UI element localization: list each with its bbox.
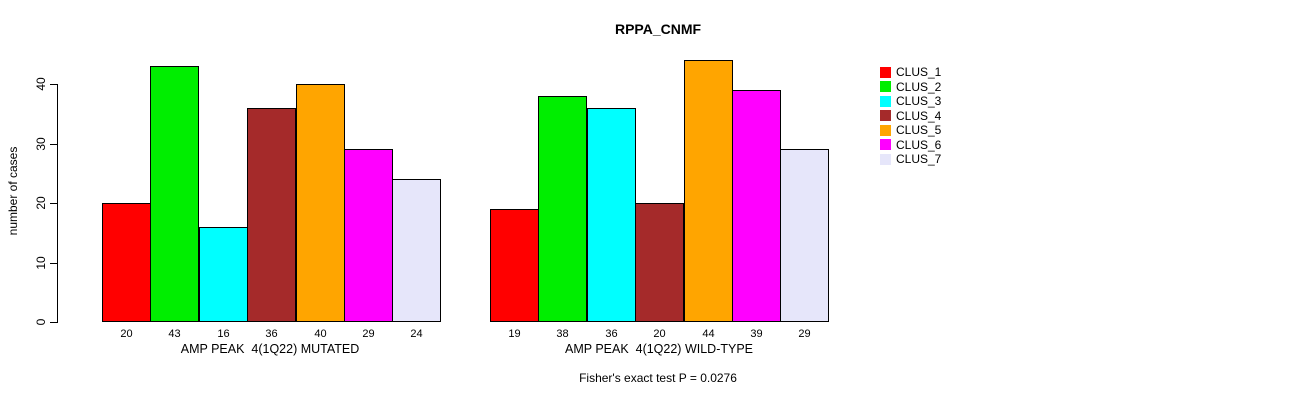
y-axis-tick xyxy=(50,203,57,204)
bar xyxy=(684,60,733,322)
legend-label: CLUS_1 xyxy=(896,65,942,79)
y-axis-title: number of cases xyxy=(6,146,20,236)
bar xyxy=(635,203,684,322)
clus_5-swatch xyxy=(880,124,891,136)
bar-value-label: 20 xyxy=(653,328,666,340)
bar xyxy=(344,149,393,322)
bar-value-label: 44 xyxy=(702,328,715,340)
clus_1-swatch xyxy=(880,66,891,78)
y-axis-tick xyxy=(50,263,57,264)
legend-item: CLUS_4 xyxy=(880,110,941,122)
bar xyxy=(490,209,539,322)
y-axis-tick-label: 0 xyxy=(34,318,48,326)
bar xyxy=(538,96,587,322)
legend-item: CLUS_3 xyxy=(880,95,941,107)
bar xyxy=(732,90,781,322)
bar-value-label: 43 xyxy=(168,328,181,340)
legend-label: CLUS_4 xyxy=(896,108,942,123)
clus_2-swatch xyxy=(880,81,891,92)
clus_7-swatch xyxy=(880,153,891,165)
bar xyxy=(199,227,248,322)
clus_3-swatch xyxy=(880,95,891,107)
bar-value-label: 24 xyxy=(410,328,423,340)
x-group-label-mutated: AMP PEAK 4(1Q22) MUTATED xyxy=(180,342,360,356)
fisher-test-footnote: Fisher's exact test P = 0.0276 xyxy=(579,371,737,385)
bar-value-label: 19 xyxy=(508,328,521,340)
y-axis-tick-label: 10 xyxy=(34,256,48,270)
bar xyxy=(392,179,441,322)
legend-item: CLUS_7 xyxy=(880,153,941,165)
y-axis-tick-label: 30 xyxy=(34,137,48,151)
bar-value-label: 40 xyxy=(314,328,327,340)
bar xyxy=(587,108,636,322)
legend-item: CLUS_5 xyxy=(880,124,941,136)
bar xyxy=(102,203,151,322)
legend-item: CLUS_2 xyxy=(880,81,941,93)
bar-value-label: 36 xyxy=(605,328,618,340)
x-group-label-wildtype: AMP PEAK 4(1Q22) WILD-TYPE xyxy=(564,342,754,356)
legend-label: CLUS_2 xyxy=(896,79,942,94)
legend-label: CLUS_7 xyxy=(896,152,942,166)
bar xyxy=(247,108,296,322)
bar-value-label: 38 xyxy=(556,328,569,340)
y-axis-tick-label: 40 xyxy=(34,77,48,91)
chart-title: RPPA_CNMF xyxy=(614,21,702,37)
y-axis-tick xyxy=(50,144,57,145)
bar-value-label: 29 xyxy=(798,328,811,340)
legend-item: CLUS_6 xyxy=(880,139,941,151)
y-axis-line xyxy=(57,84,58,323)
bar-value-label: 29 xyxy=(362,328,375,340)
bar-value-label: 36 xyxy=(265,328,278,340)
y-axis-tick xyxy=(50,322,57,323)
legend-label: CLUS_6 xyxy=(896,137,942,152)
y-axis-tick xyxy=(50,84,57,85)
legend-label: CLUS_3 xyxy=(896,94,942,108)
bar-value-label: 16 xyxy=(217,328,230,340)
clus_6-swatch xyxy=(880,139,891,150)
clus_4-swatch xyxy=(880,110,891,121)
bar-value-label: 39 xyxy=(750,328,763,340)
bar xyxy=(296,84,345,322)
bar xyxy=(150,66,199,322)
legend-label: CLUS_5 xyxy=(896,123,942,137)
bar-value-label: 20 xyxy=(120,328,133,340)
legend-item: CLUS_1 xyxy=(880,66,941,78)
bar xyxy=(780,149,829,322)
y-axis-tick-label: 20 xyxy=(34,196,48,210)
